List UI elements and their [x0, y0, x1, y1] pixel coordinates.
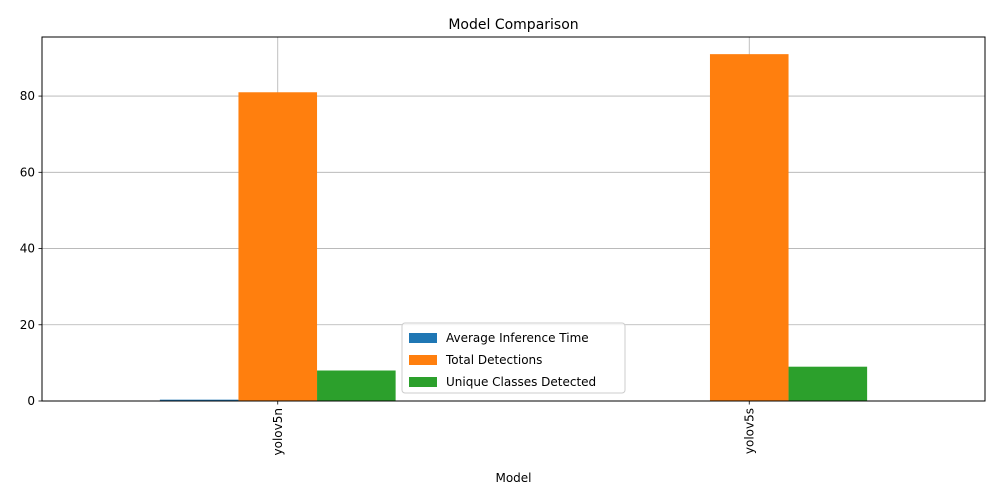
legend-swatch: [409, 355, 437, 365]
bar-average-inference-time-yolov5n: [159, 399, 239, 401]
x-tick-label-yolov5s: yolov5s: [742, 408, 756, 454]
x-axis: yolov5n yolov5s: [271, 401, 756, 455]
legend-label: Unique Classes Detected: [446, 375, 596, 389]
y-tick-label: 60: [20, 165, 35, 179]
y-tick-label: 40: [20, 242, 35, 256]
legend-label: Average Inference Time: [446, 331, 589, 345]
legend-label: Total Detections: [445, 353, 542, 367]
bar-total-detections-yolov5s: [709, 54, 789, 402]
chart-title: Model Comparison: [448, 17, 578, 33]
y-tick-label: 20: [20, 318, 35, 332]
bars-group: [159, 54, 868, 402]
x-axis-label: Model: [495, 471, 531, 485]
legend-swatch: [409, 377, 437, 387]
bar-unique-classes-detected-yolov5n: [317, 370, 396, 401]
bar-total-detections-yolov5n: [238, 92, 318, 401]
plot-frame: [41, 36, 986, 402]
bar-unique-classes-detected-yolov5s: [788, 366, 868, 401]
legend-swatch: [409, 333, 437, 343]
legend-box: [401, 322, 626, 394]
y-tick-label: 80: [20, 89, 35, 103]
y-axis: 0 20 40 60 80: [20, 89, 42, 408]
y-tick-label: 0: [27, 394, 35, 408]
x-tick-label-yolov5n: yolov5n: [271, 408, 285, 455]
legend: Average Inference Time Total Detections Un…: [401, 322, 626, 394]
